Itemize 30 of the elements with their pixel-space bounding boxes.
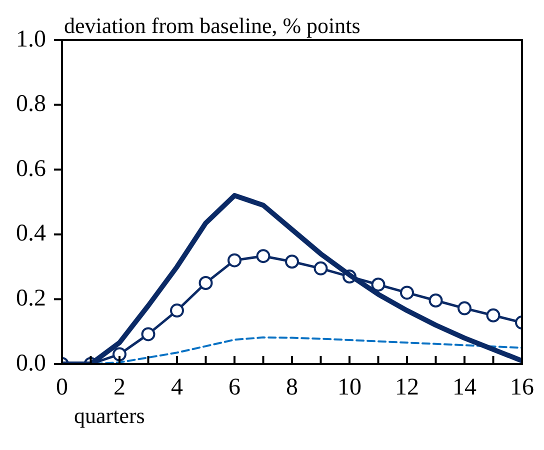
- y-tick-label: 1.0: [16, 26, 46, 52]
- point: [170, 304, 184, 318]
- point: [228, 253, 242, 268]
- x-tick-label: 4: [171, 374, 183, 400]
- y-axis-title: deviation from baseline, % points: [64, 12, 360, 38]
- x-tick-label: 0: [56, 374, 68, 400]
- x-tick-label: 14: [452, 374, 476, 400]
- y-tick-label: 0.8: [16, 91, 46, 118]
- point: [400, 286, 414, 300]
- point: [428, 293, 443, 308]
- point: [285, 254, 299, 269]
- x-tick-label: 8: [286, 374, 298, 400]
- x-tick-label: 12: [395, 374, 419, 400]
- y-tick-label: 0.2: [16, 285, 46, 312]
- y-tick-label: 0.4: [16, 220, 46, 247]
- point: [112, 347, 126, 362]
- point: [141, 327, 156, 342]
- y-tick-label: 0.6: [16, 156, 46, 182]
- point: [371, 278, 386, 292]
- x-tick-label: 2: [114, 374, 126, 400]
- point: [198, 276, 213, 290]
- x-tick-label: 6: [228, 374, 240, 400]
- x-tick-label: 16: [510, 374, 534, 400]
- point: [486, 308, 500, 322]
- point: [256, 249, 270, 264]
- point: [314, 261, 328, 276]
- point: [458, 301, 472, 316]
- x-tick-label: 10: [338, 374, 362, 400]
- y-tick-label: 0.0: [16, 350, 46, 376]
- x-axis-title: quarters: [74, 402, 145, 428]
